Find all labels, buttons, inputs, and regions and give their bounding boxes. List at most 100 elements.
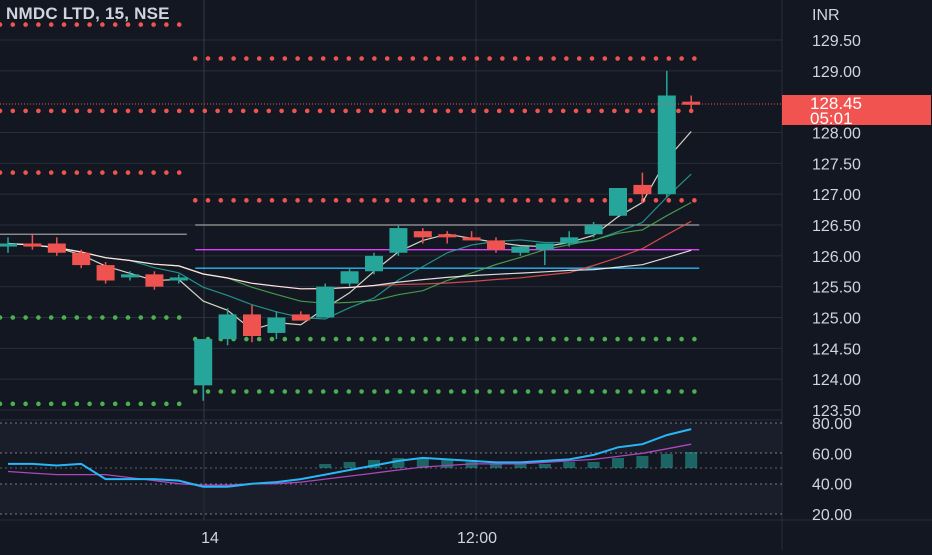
resistance-dot xyxy=(218,198,224,203)
time-axis[interactable]: 14 12:00 xyxy=(201,530,497,547)
candle-body xyxy=(0,243,17,247)
resistance-dot xyxy=(548,108,553,114)
resistance-dot xyxy=(23,22,28,27)
support-dot xyxy=(100,315,105,320)
resistance-dot xyxy=(512,56,518,61)
support-dot xyxy=(23,401,28,407)
support-dot xyxy=(461,389,467,394)
resistance-dot xyxy=(205,198,211,203)
support-dot xyxy=(256,389,262,394)
resistance-dot xyxy=(359,56,364,61)
support-dot xyxy=(74,315,80,320)
resistance-dot xyxy=(330,108,336,114)
support-dot xyxy=(602,389,608,394)
support-dot xyxy=(551,336,556,342)
price-tick-label: 129.50 xyxy=(812,33,861,50)
resistance-dot xyxy=(23,108,28,114)
support-dot xyxy=(500,336,505,342)
resistance-dot xyxy=(125,108,131,114)
candle-body xyxy=(682,101,701,105)
support-dot xyxy=(474,336,480,342)
resistance-dot xyxy=(282,198,288,203)
resistance-dot xyxy=(599,108,604,114)
support-dot xyxy=(295,389,300,394)
chart-title[interactable]: NMDC LTD, 15, NSE xyxy=(6,4,170,23)
resistance-dot xyxy=(500,56,505,61)
resistance-dot xyxy=(484,108,489,114)
histogram-bar xyxy=(587,462,600,468)
candles[interactable] xyxy=(0,70,701,401)
support-dot xyxy=(448,336,454,342)
resistance-dot xyxy=(256,198,262,203)
indicator-tick-label: 40.00 xyxy=(812,477,852,494)
resistance-dot xyxy=(573,108,579,114)
resistance-dot xyxy=(628,56,633,61)
bar-countdown: 05:01 xyxy=(810,109,853,128)
resistance-dot xyxy=(74,170,80,175)
histogram-bar xyxy=(660,454,673,468)
resistance-dot xyxy=(176,170,182,175)
support-dot xyxy=(269,336,275,342)
candle-body xyxy=(487,240,505,250)
candle-body xyxy=(121,274,139,278)
resistance-dot xyxy=(461,198,467,203)
resistance-dot xyxy=(551,198,556,203)
support-dot xyxy=(372,336,377,342)
level-dots xyxy=(0,22,697,407)
histogram-bar xyxy=(465,462,478,468)
resistance-dot xyxy=(436,56,441,61)
resistance-dot xyxy=(36,108,41,114)
support-dot xyxy=(487,336,492,342)
support-dot xyxy=(666,389,672,394)
resistance-dot xyxy=(10,170,16,175)
resistance-dot xyxy=(138,108,144,114)
support-dot xyxy=(525,389,531,394)
resistance-dot xyxy=(320,56,326,61)
candle-body xyxy=(96,265,115,281)
resistance-dot xyxy=(432,108,438,114)
support-dot xyxy=(653,389,659,394)
candle-body xyxy=(243,314,261,336)
resistance-dot xyxy=(407,108,412,114)
support-dot xyxy=(61,315,67,320)
rsi-band-lower xyxy=(0,484,782,514)
histogram-bar xyxy=(416,458,429,468)
resistance-dot xyxy=(112,170,118,175)
price-tick-label: 128.00 xyxy=(812,126,861,143)
resistance-dot xyxy=(10,22,16,27)
support-dot xyxy=(36,315,41,320)
resistance-dot xyxy=(496,108,502,114)
support-dot xyxy=(397,336,403,342)
resistance-dot xyxy=(112,108,118,114)
rsi-band-upper xyxy=(0,423,782,453)
resistance-dot xyxy=(679,56,684,61)
support-dot xyxy=(512,389,518,394)
candle-body xyxy=(438,234,457,238)
price-tick-label: 129.00 xyxy=(812,64,861,81)
support-dot xyxy=(474,389,480,394)
histogram-bar xyxy=(441,460,454,468)
resistance-dot xyxy=(282,56,288,61)
resistance-dot xyxy=(586,108,592,114)
resistance-dot xyxy=(87,108,92,114)
support-dot xyxy=(231,389,236,394)
support-dot xyxy=(589,336,595,342)
resistance-dot xyxy=(487,198,492,203)
price-axis[interactable]: INR 129.50 129.00 128.00 127.50 127.00 126.50… xyxy=(812,7,861,420)
candle-body xyxy=(389,228,408,253)
resistance-dot xyxy=(423,198,428,203)
resistance-dot xyxy=(295,198,300,203)
support-dot xyxy=(487,389,492,394)
price-tick-label: 127.50 xyxy=(812,156,861,173)
resistance-dot xyxy=(564,56,569,61)
support-dot xyxy=(0,315,3,320)
resistance-dot xyxy=(525,56,531,61)
indicator-tick-label: 80.00 xyxy=(812,416,852,433)
resistance-dot xyxy=(112,22,118,27)
support-dot xyxy=(176,315,182,320)
support-dot xyxy=(0,401,3,407)
resistance-dot xyxy=(384,56,390,61)
support-dot xyxy=(384,389,390,394)
